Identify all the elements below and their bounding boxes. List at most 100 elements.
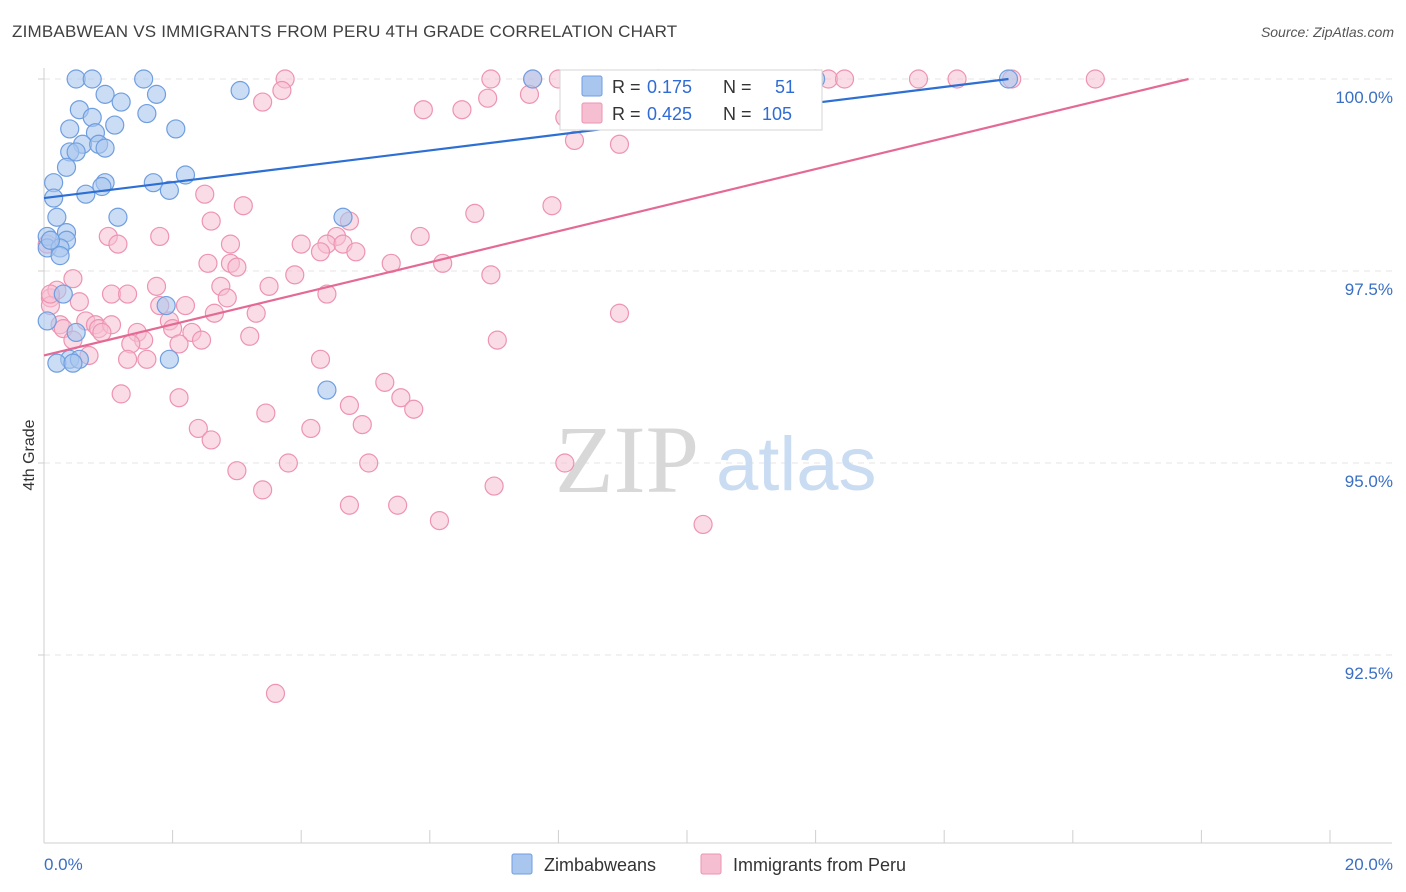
pink-point: [117, 349, 138, 369]
pink-point: [278, 453, 298, 473]
blue-point: [108, 207, 128, 227]
pink-point: [908, 69, 929, 89]
pink-point: [137, 349, 157, 369]
stats-blue-n-label: N =: [723, 77, 752, 97]
pink-point: [947, 69, 967, 89]
pink-point: [217, 288, 237, 308]
pink-point: [317, 284, 337, 304]
pink-point: [285, 265, 305, 285]
pink-trend-line: [43, 77, 1189, 357]
blue-point: [47, 207, 67, 227]
pink-point: [227, 257, 247, 277]
pink-point: [291, 234, 311, 254]
source-credit: Source: ZipAtlas.com: [1260, 24, 1394, 40]
pink-point: [253, 92, 273, 112]
stats-blue-swatch: [581, 75, 603, 97]
blue-point: [47, 353, 67, 373]
blue-trend-line: [43, 77, 1009, 200]
blue-point: [53, 284, 73, 304]
pink-point: [487, 330, 507, 350]
pink-point: [1085, 69, 1105, 89]
blue-point: [111, 92, 131, 112]
blue-point: [66, 142, 86, 162]
blue-point: [146, 84, 167, 104]
pink-point: [388, 495, 408, 515]
stats-pink-n-value: 105: [762, 104, 792, 124]
pink-point: [339, 395, 360, 415]
tick-labels: 92.5% 95.0% 97.5% 100.0% 0.0% 20.0%: [44, 88, 1393, 874]
pink-point: [564, 130, 585, 151]
pink-point: [198, 253, 218, 273]
blue-point: [166, 119, 186, 139]
pink-point: [310, 242, 331, 262]
pink-point: [339, 495, 360, 515]
blue-point: [95, 138, 115, 158]
x-tick-label-max: 20.0%: [1345, 855, 1393, 874]
pink-point: [111, 384, 131, 404]
pink-point: [555, 453, 575, 473]
watermark: ZIP atlas: [555, 406, 877, 513]
pink-point: [188, 418, 208, 439]
blue-point: [137, 103, 157, 124]
pink-point: [542, 196, 562, 216]
legend: Zimbabweans Immigrants from Peru: [511, 853, 906, 875]
blue-point: [60, 119, 80, 139]
blue-point: [333, 207, 353, 227]
pink-point: [452, 100, 472, 120]
stats-blue-r-label: R =: [612, 77, 641, 97]
blue-point: [63, 353, 83, 373]
pink-point: [169, 334, 189, 354]
pink-point: [484, 476, 504, 496]
pink-point: [233, 196, 253, 216]
blue-point: [159, 349, 179, 369]
watermark-zip: ZIP: [555, 406, 699, 513]
blue-point: [37, 311, 57, 331]
pink-point: [253, 480, 273, 500]
legend-blue-swatch: [511, 853, 533, 875]
pink-point: [478, 88, 498, 108]
chart-title: ZIMBABWEAN VS IMMIGRANTS FROM PERU 4TH G…: [12, 22, 678, 41]
pink-point: [481, 265, 501, 285]
y-tick-label: 100.0%: [1335, 88, 1393, 107]
pink-point: [410, 226, 430, 247]
pink-point: [256, 403, 276, 423]
blue-point: [66, 69, 86, 89]
blue-point: [82, 69, 102, 89]
pink-point: [201, 211, 221, 231]
pink-point: [481, 69, 501, 89]
legend-pink-swatch: [700, 853, 722, 875]
y-axis-title: 4th Grade: [21, 419, 38, 490]
pink-point: [413, 100, 433, 120]
y-tick-label: 92.5%: [1345, 664, 1393, 683]
pink-point: [404, 399, 424, 419]
blue-point: [105, 115, 125, 135]
stats-blue-n-value: 51: [775, 77, 795, 97]
pink-point: [609, 134, 630, 154]
pink-point: [108, 234, 128, 254]
blue-point: [66, 322, 86, 343]
watermark-atlas: atlas: [716, 422, 877, 507]
stats-pink-n-label: N =: [723, 104, 752, 124]
pink-point: [175, 295, 196, 316]
blue-point: [50, 246, 70, 266]
stats-blue-r-value: 0.175: [647, 77, 692, 97]
pink-point: [346, 242, 366, 262]
pink-point: [201, 430, 221, 450]
legend-pink-label: Immigrants from Peru: [733, 855, 906, 875]
pink-point: [391, 388, 411, 408]
pink-point: [150, 226, 170, 247]
pink-point: [240, 326, 260, 346]
pink-point: [195, 184, 215, 204]
pink-point: [259, 276, 279, 296]
pink-point: [69, 292, 89, 312]
pink-point: [92, 322, 112, 343]
blue-point: [159, 180, 179, 200]
pink-point: [301, 418, 321, 439]
pink-point: [359, 453, 379, 473]
stats-pink-swatch: [581, 102, 603, 124]
pink-point: [191, 330, 212, 350]
pink-point: [169, 388, 189, 408]
stats-pink-r-value: 0.425: [647, 104, 692, 124]
stats-box: R = 0.175 N = 51 R = 0.425 N = 105: [559, 69, 823, 131]
